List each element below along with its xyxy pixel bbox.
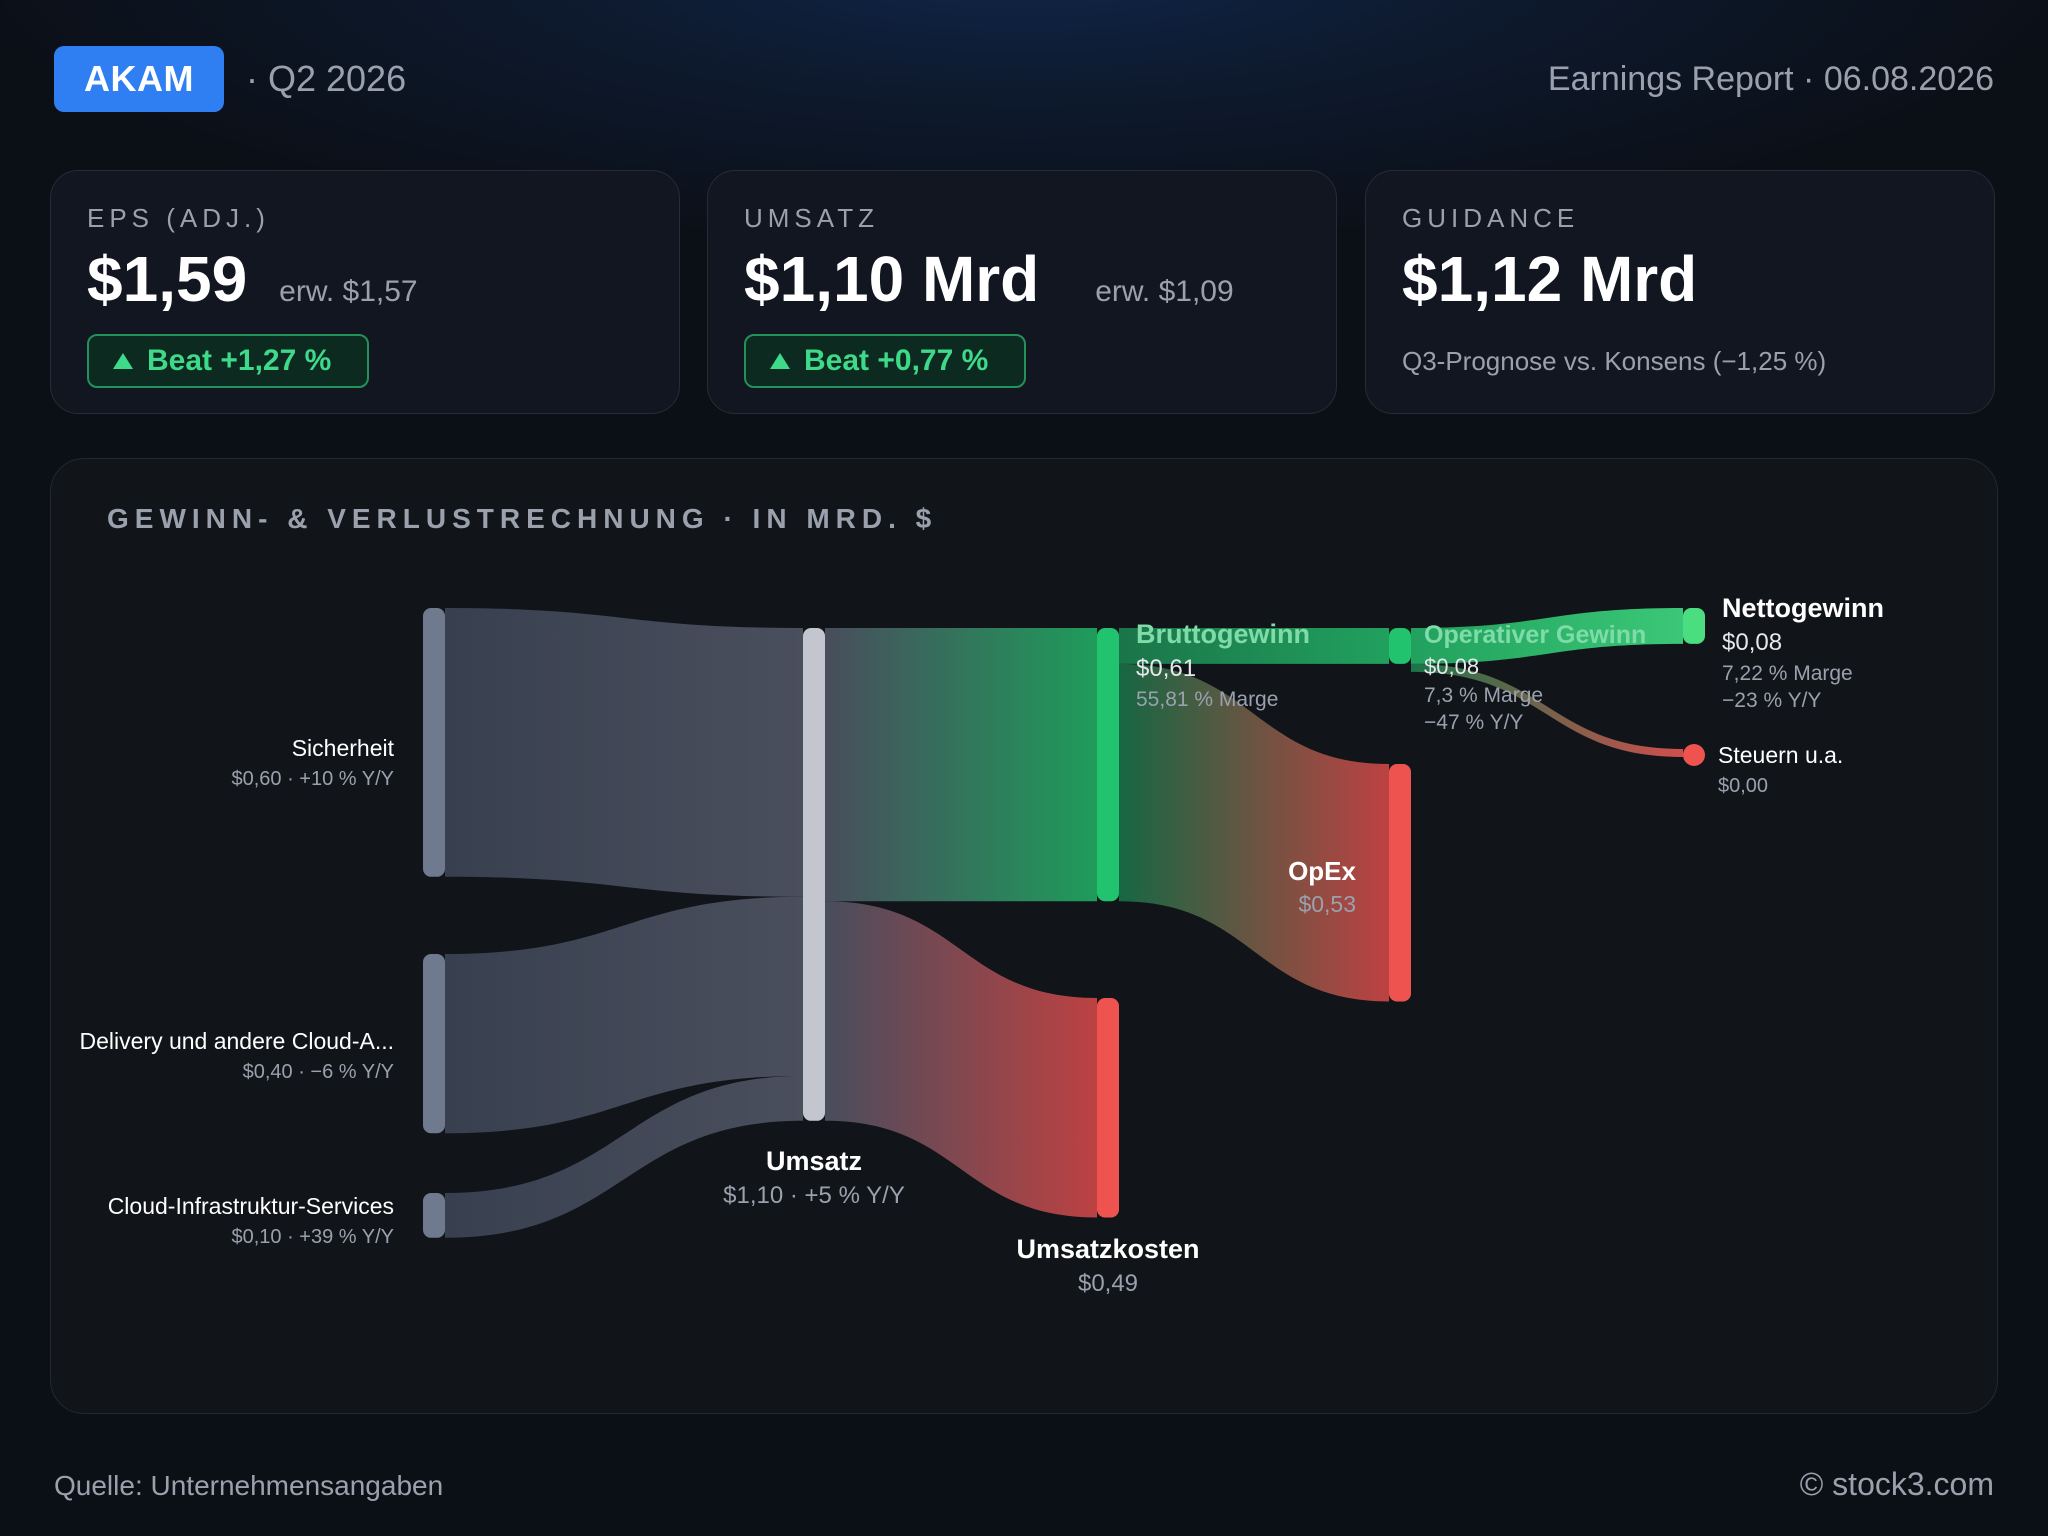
sankey-sub-kosten: $0,49: [1078, 1270, 1138, 1297]
sankey-link-umsatz-kosten: [825, 901, 1097, 1218]
sankey-node-umsatz: [803, 628, 825, 1121]
kpi-card-revenue: UMSATZ $1,10 Mrd erw. $1,09 Beat +0,77 %: [707, 170, 1337, 414]
sankey-sub-brutto: $0,61: [1136, 655, 1196, 682]
beat-badge: Beat +0,77 %: [744, 334, 1027, 388]
kpi-value: $1,10 Mrd: [744, 243, 1040, 315]
sankey-sub2-netto: 7,22 % Marge: [1722, 662, 1853, 685]
kpi-value: $1,59: [87, 243, 248, 315]
sankey-label-opex: OpEx: [1288, 856, 1356, 886]
brand-credit: © stock3.com: [1799, 1466, 1994, 1502]
sankey-node-kosten: [1097, 998, 1119, 1218]
sankey-link-cloudinfra-umsatz: [445, 1076, 803, 1238]
sankey-sub2-brutto: 55,81 % Marge: [1136, 688, 1278, 711]
source-note: Quelle: Unternehmensangaben: [54, 1470, 444, 1501]
guidance-note: Q3-Prognose vs. Konsens (−1,25 %): [1402, 346, 1827, 376]
beat-badge: Beat +1,27 %: [87, 334, 370, 388]
sankey-label-umsatz: Umsatz: [766, 1146, 862, 1176]
sankey-sub-netto: $0,08: [1722, 629, 1782, 656]
report-date: Earnings Report · 06.08.2026: [1547, 60, 1994, 98]
sankey-sub3-operativ: −47 % Y/Y: [1424, 711, 1523, 734]
sankey-sub-sicherheit: $0,60 · +10 % Y/Y: [231, 768, 394, 790]
triangle-up-icon: [770, 353, 790, 369]
beat-label: Beat +0,77 %: [804, 344, 989, 377]
sankey-sub-umsatz: $1,10 · +5 % Y/Y: [723, 1182, 905, 1209]
kpi-expected: erw. $1,09: [1095, 275, 1234, 308]
sankey-node-operativ: [1389, 628, 1411, 664]
kpi-value: $1,12 Mrd: [1402, 243, 1698, 315]
sankey-link-delivery-umsatz: [445, 896, 803, 1134]
sankey-sub-delivery: $0,40 · −6 % Y/Y: [243, 1061, 394, 1083]
sankey-node-netto: [1683, 608, 1705, 644]
sankey-node-cloudinfra: [423, 1193, 445, 1238]
sankey-link-umsatz-brutto: [825, 628, 1097, 902]
sankey-node-brutto: [1097, 628, 1119, 902]
kpi-label: UMSATZ: [744, 203, 879, 233]
sankey-link-brutto-opex: [1119, 663, 1389, 1002]
sankey-label-delivery: Delivery und andere Cloud-A...: [80, 1028, 395, 1054]
sankey-node-sicherheit: [423, 608, 445, 877]
kpi-label: GUIDANCE: [1402, 203, 1580, 233]
kpi-expected: erw. $1,57: [279, 275, 418, 308]
triangle-up-icon: [113, 353, 133, 369]
sankey-node-delivery: [423, 954, 445, 1134]
sankey-label-operativ: Operativer Gewinn: [1424, 621, 1646, 649]
ticker-badge: AKAM: [54, 46, 224, 112]
quarter-label: · Q2 2026: [245, 58, 407, 99]
beat-label: Beat +1,27 %: [147, 344, 332, 377]
sankey-link-brutto-operativ: [1119, 628, 1389, 664]
sankey-node-steuern: [1683, 744, 1705, 766]
sankey-label-cloudinfra: Cloud-Infrastruktur-Services: [108, 1193, 394, 1219]
sankey-link-operativ-netto: [1411, 608, 1683, 664]
sankey-link-sicherheit-umsatz: [445, 608, 803, 897]
sankey-sub-cloudinfra: $0,10 · +39 % Y/Y: [231, 1226, 394, 1248]
sankey-label-netto: Nettogewinn: [1722, 593, 1884, 623]
sankey-sub-operativ: $0,08: [1424, 654, 1479, 679]
kpi-label: EPS (ADJ.): [87, 203, 270, 233]
kpi-card-eps: EPS (ADJ.) $1,59 erw. $1,57 Beat +1,27 %: [50, 170, 680, 414]
sankey-label-kosten: Umsatzkosten: [1016, 1234, 1199, 1264]
sankey-sub-opex: $0,53: [1298, 891, 1356, 917]
kpi-card-guidance: GUIDANCE $1,12 Mrd Q3-Prognose vs. Konse…: [1365, 170, 1995, 414]
header: AKAM · Q2 2026: [54, 46, 406, 112]
sankey-sub-steuern: $0,00: [1718, 775, 1768, 797]
sankey-sub2-operativ: 7,3 % Marge: [1424, 684, 1543, 707]
sankey-sub3-netto: −23 % Y/Y: [1722, 689, 1821, 712]
panel-title: GEWINN- & VERLUSTRECHNUNG · IN MRD. $: [107, 503, 938, 534]
sankey-label-brutto: Bruttogewinn: [1136, 619, 1310, 649]
sankey-node-opex: [1389, 764, 1411, 1002]
sankey-link-operativ-steuern: [1411, 663, 1683, 757]
sankey-label-sicherheit: Sicherheit: [292, 735, 395, 761]
sankey-label-steuern: Steuern u.a.: [1718, 742, 1843, 768]
